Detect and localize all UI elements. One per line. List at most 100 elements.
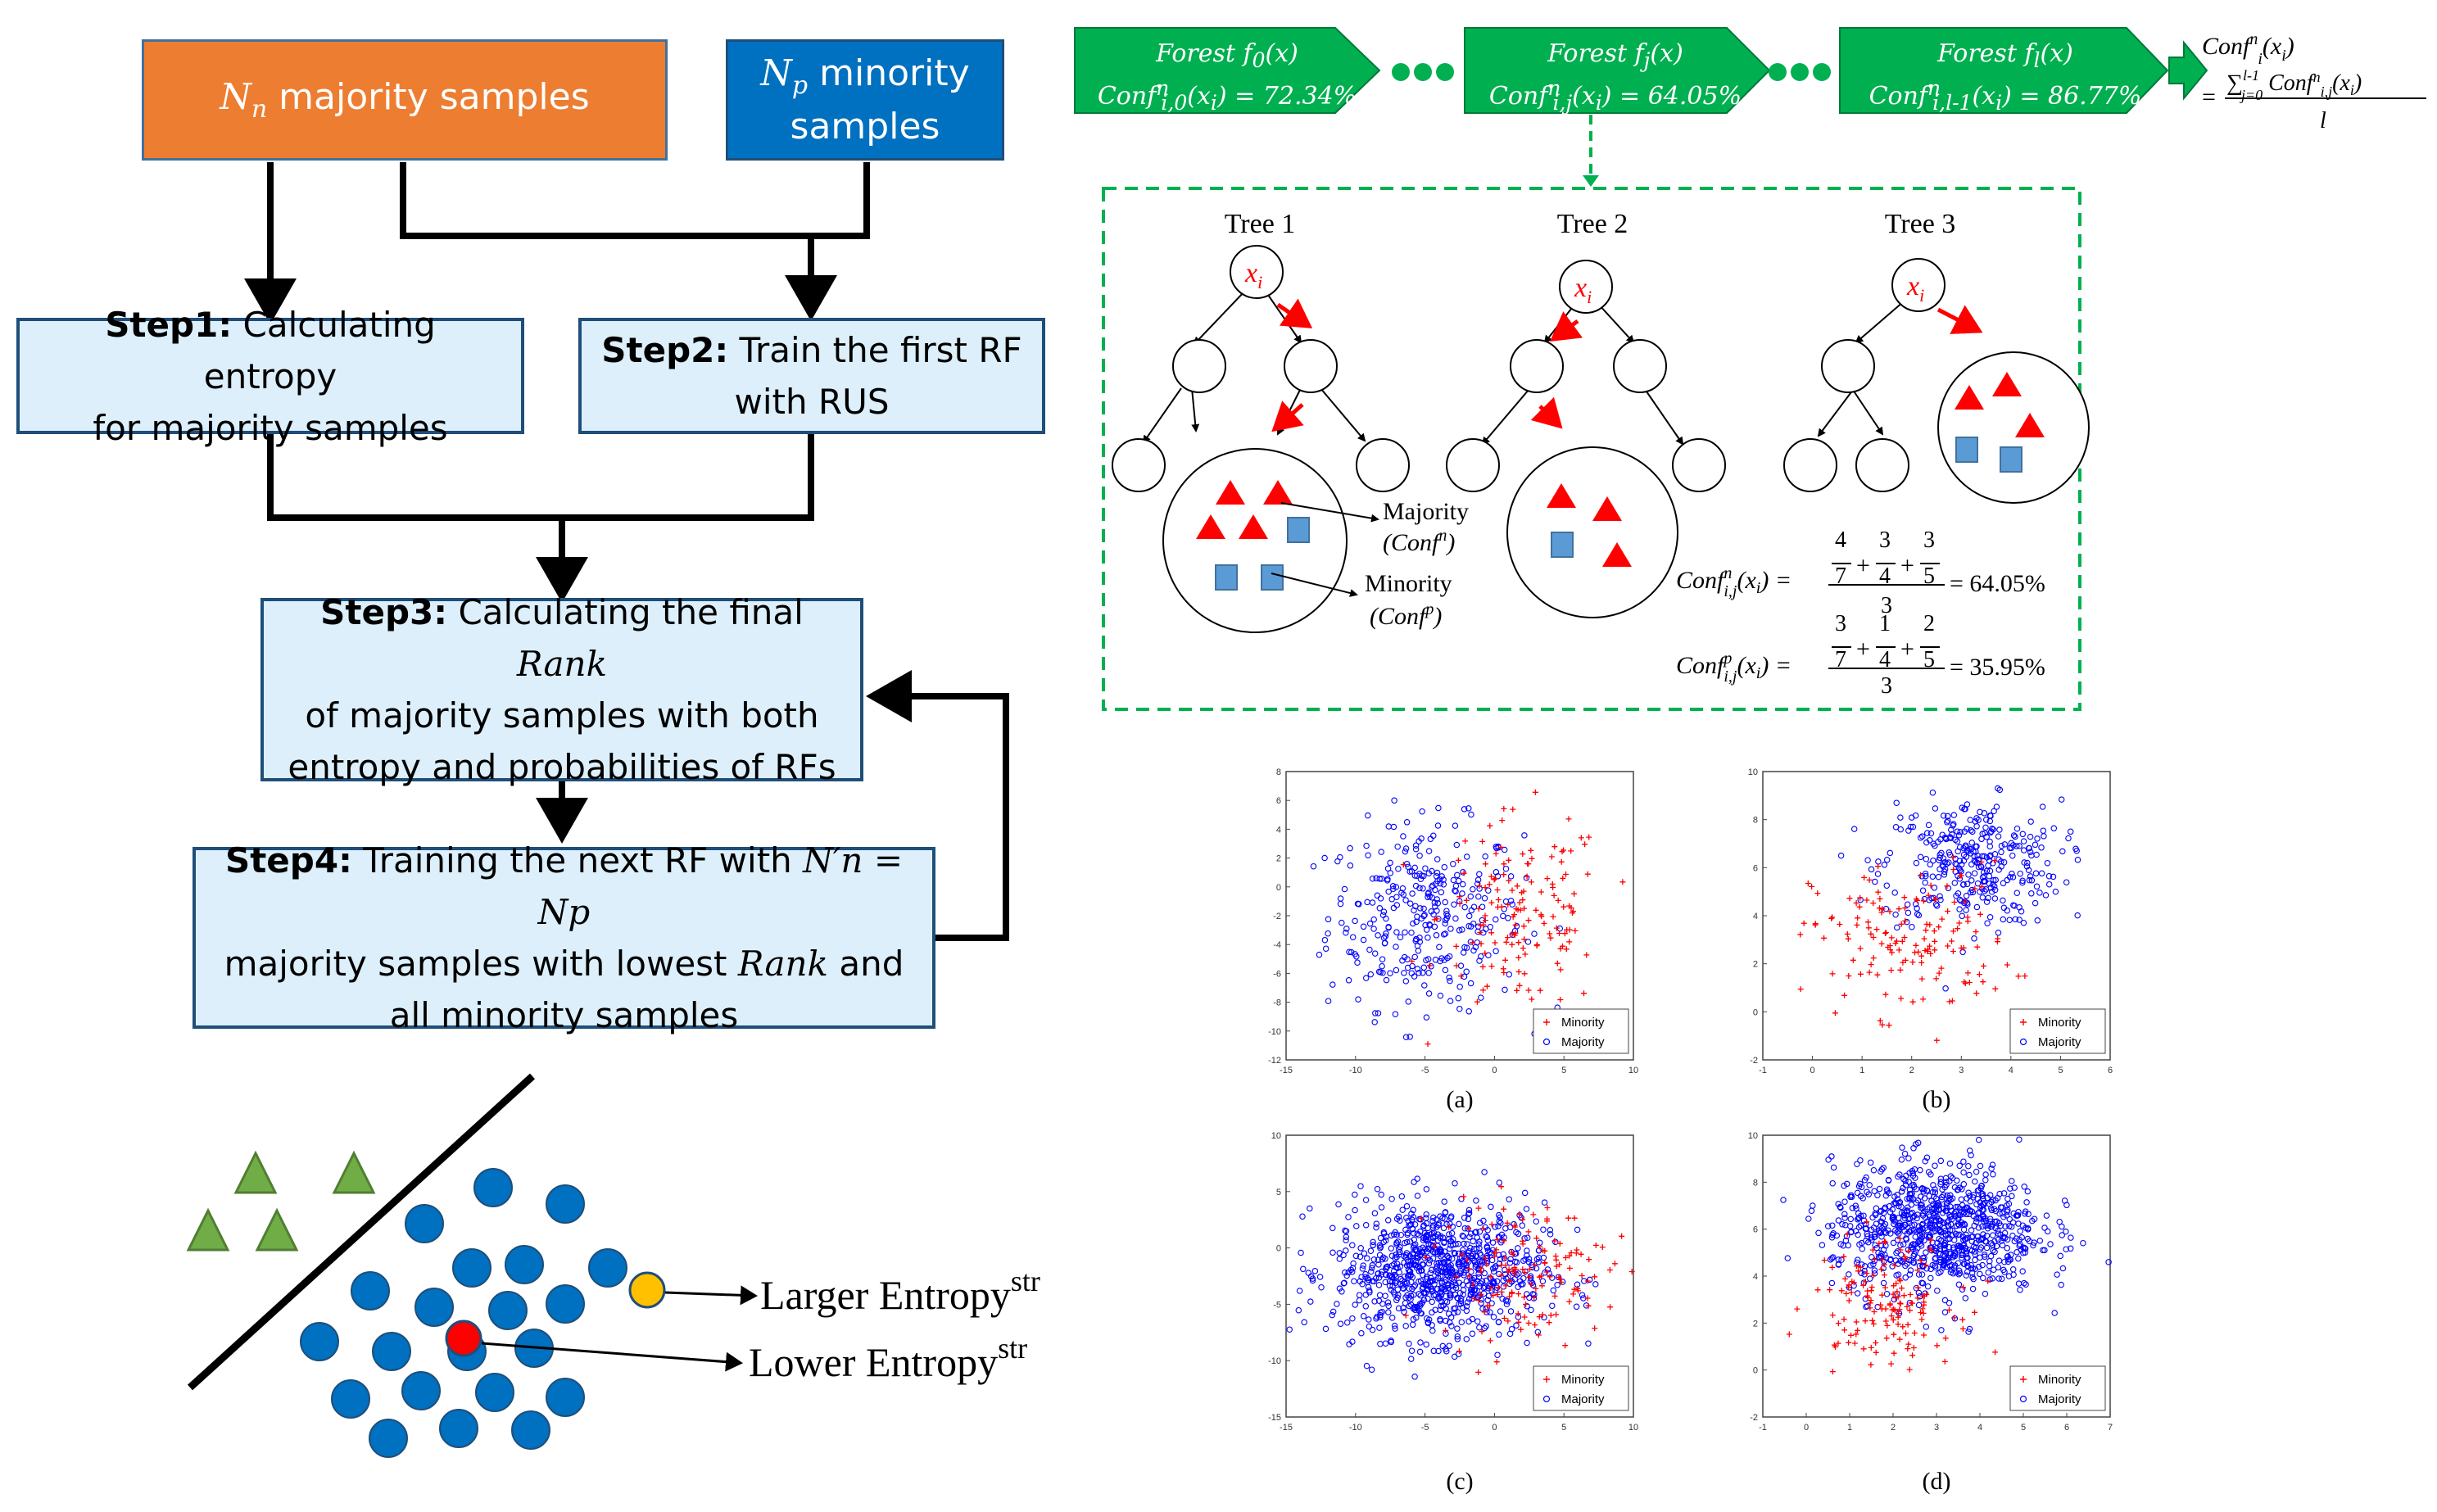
minority-point (1918, 959, 1925, 966)
majority-point (1456, 1301, 1462, 1307)
majority-point (1421, 982, 1428, 989)
majority-point (1392, 1255, 1398, 1261)
majority-point (1900, 1241, 1907, 1247)
majority-point (1927, 1265, 1934, 1273)
majority-point (1474, 1318, 1481, 1324)
majority-point (1483, 1243, 1491, 1250)
majority-point (1357, 1253, 1364, 1261)
majority-point (1961, 899, 1968, 907)
minority-point (1508, 1249, 1515, 1256)
minority-point (1516, 899, 1523, 906)
majority-point (1403, 819, 1411, 826)
majority-point (1856, 1180, 1864, 1188)
majority-point (1461, 1270, 1467, 1276)
minority-point (1458, 973, 1465, 980)
majority-point (1377, 1309, 1384, 1316)
majority-point (1918, 1230, 1926, 1238)
majority-point (1452, 1250, 1458, 1257)
majority-point (1459, 926, 1465, 933)
y-tick-label: 6 (1753, 1225, 1758, 1235)
minority-point (1480, 921, 1487, 928)
minority-point (1882, 930, 1888, 936)
majority-point (1400, 891, 1407, 898)
minority-point (1829, 971, 1836, 977)
majority-point (1473, 1246, 1480, 1252)
majority-point (1438, 889, 1445, 896)
minority-point (1535, 1332, 1542, 1338)
majority-point (1958, 898, 1964, 904)
majority-point (1850, 826, 1858, 832)
minority-point (1868, 930, 1874, 937)
majority-point (1336, 1256, 1343, 1262)
minority-point (1494, 1237, 1501, 1243)
majority-point (1946, 849, 1953, 856)
majority-point (1998, 842, 2005, 849)
minority-point (1864, 1292, 1871, 1299)
y-tick-label: 6 (1753, 863, 1758, 873)
majority-point (1377, 1314, 1384, 1320)
majority-point (1955, 1260, 1962, 1266)
minority-point (1835, 1320, 1841, 1327)
majority-point (1898, 1157, 1905, 1163)
majority-point (1935, 873, 1942, 880)
majority-point (1828, 1234, 1836, 1241)
majority-point (1984, 920, 1991, 926)
majority-point (1901, 1150, 1909, 1157)
majority-point (1959, 948, 1966, 956)
majority-point (1452, 822, 1459, 829)
minority-point (1841, 992, 1848, 998)
majority-point (2042, 892, 2050, 899)
majority-point (1986, 1201, 1993, 1207)
minority-point (1546, 1320, 1552, 1326)
y-tick-label: -4 (1273, 940, 1281, 950)
majority-point (1465, 1250, 1472, 1256)
majority-point (1459, 890, 1465, 897)
majority-point (1343, 929, 1349, 936)
majority-point (1405, 1258, 1411, 1265)
x-tick-label: 5 (1561, 1066, 1566, 1075)
minority-point (1400, 862, 1406, 868)
minority-point (1554, 960, 1560, 967)
minority-point (1869, 1247, 1876, 1253)
majority-point (1337, 895, 1344, 902)
majority-point (2005, 1201, 2013, 1207)
majority-point (1963, 1248, 1969, 1255)
minority-point (1994, 939, 2000, 945)
majority-point (2013, 890, 2021, 896)
majority-point (1980, 1231, 1986, 1238)
majority-point (2007, 1185, 2013, 1192)
majority-point (2105, 1259, 2112, 1265)
minority-point (1896, 1306, 1903, 1313)
majority-point (2036, 890, 2043, 896)
scatter-caption: (c) (1446, 1468, 1473, 1495)
majority-circle (401, 1371, 441, 1410)
majority-point (1997, 1231, 2004, 1238)
minority-point (1542, 1260, 1548, 1266)
majority-point (1973, 843, 1979, 850)
minority-point (1520, 888, 1527, 894)
majority-point (1478, 1257, 1485, 1265)
minority-point (1896, 1311, 1901, 1317)
majority-point (1905, 909, 1912, 917)
minority-point (1521, 1314, 1528, 1320)
majority-point (1927, 1220, 1934, 1227)
majority-point (1521, 832, 1528, 839)
minority-point (1900, 1292, 1907, 1299)
majority-point (1367, 1247, 1375, 1254)
majority-point (2004, 876, 2011, 884)
majority-point (1547, 1227, 1554, 1234)
majority-point (1922, 879, 1928, 886)
majority-point (1389, 883, 1397, 890)
minority-point (1903, 1330, 1909, 1337)
majority-point (1391, 1231, 1397, 1238)
majority-point (1889, 1215, 1896, 1222)
majority-point (1455, 994, 1462, 1002)
majority-point (1955, 1220, 1962, 1228)
majority-point (1953, 1222, 1960, 1229)
majority-point (1341, 885, 1348, 893)
majority-point (1871, 1267, 1878, 1274)
majority-point (1973, 1218, 1980, 1225)
majority-point (1434, 856, 1441, 862)
